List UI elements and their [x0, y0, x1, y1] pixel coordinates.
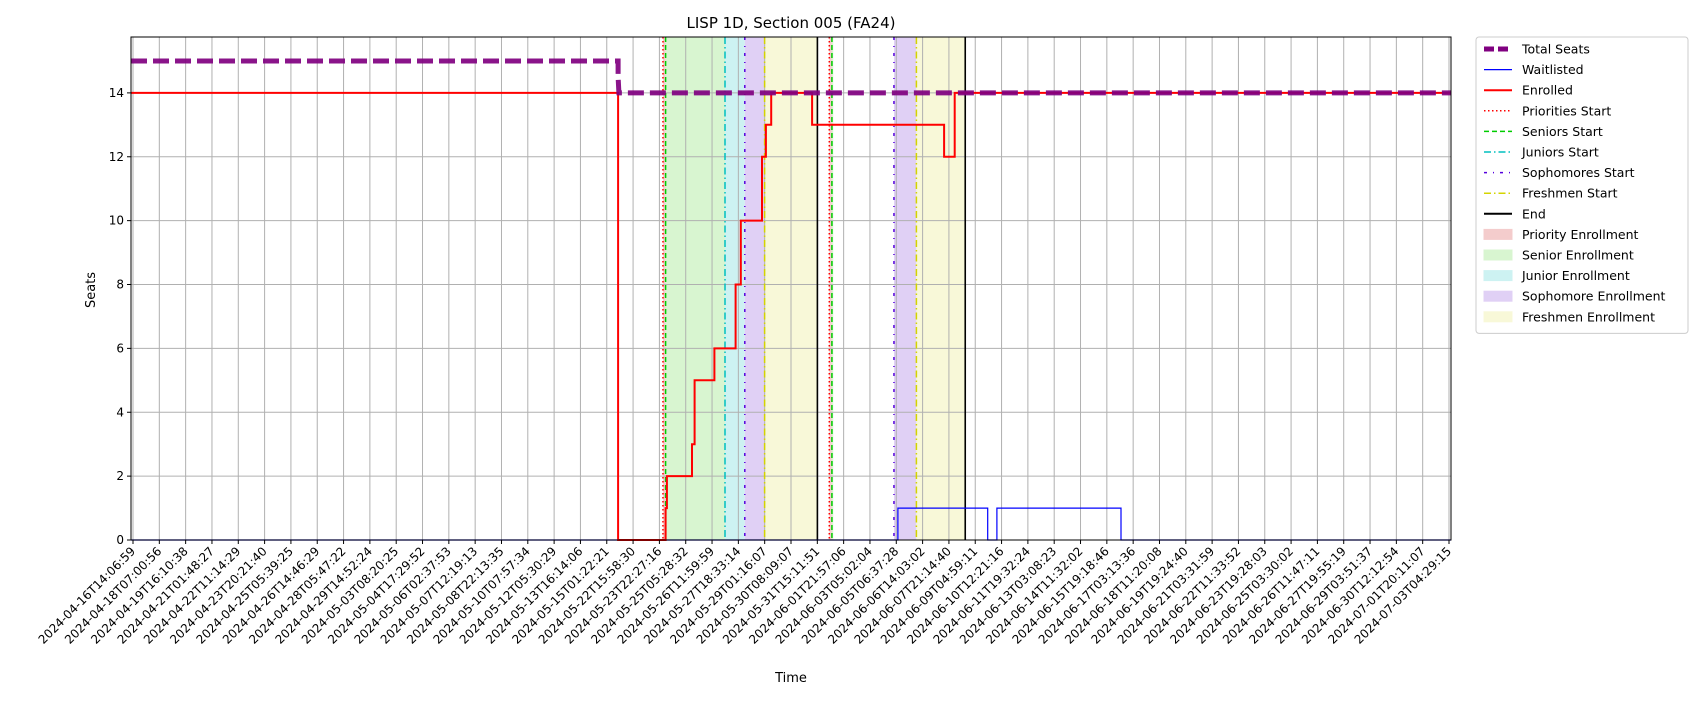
legend-label-senior-enrollment: Senior Enrollment — [1522, 248, 1634, 263]
legend-swatch-senior-enrollment — [1483, 249, 1513, 261]
legend-label-seniors-start: Seniors Start — [1522, 124, 1603, 139]
legend-swatch-freshmen-enrollment — [1483, 311, 1513, 323]
chart-title: LISP 1D, Section 005 (FA24) — [687, 14, 896, 32]
legend-label-waitlisted: Waitlisted — [1522, 62, 1584, 77]
legend-label-priorities-start: Priorities Start — [1522, 103, 1611, 118]
region-sophomore-enrollment — [893, 37, 917, 540]
series-total-seats — [131, 58, 1451, 96]
y-tick-label: 10 — [109, 214, 124, 228]
axes: 024681012142024-04-16T14:06:592024-04-18… — [36, 36, 1454, 647]
shaded-regions — [662, 37, 966, 540]
region-priority-enrollment — [662, 37, 666, 540]
y-tick-label: 2 — [116, 469, 124, 483]
x-axis-label: Time — [774, 671, 807, 686]
legend-label-priority-enrollment: Priority Enrollment — [1522, 227, 1639, 242]
grid — [131, 37, 1451, 541]
phase-lines — [662, 37, 967, 540]
legend-label-total-seats: Total Seats — [1521, 42, 1590, 57]
legend-label-end: End — [1522, 206, 1546, 221]
y-tick-label: 0 — [116, 533, 124, 547]
legend-label-enrolled: Enrolled — [1522, 83, 1573, 98]
region-freshmen-enrollment — [916, 37, 966, 540]
region-sophomore-enrollment — [744, 37, 765, 540]
legend-label-freshmen-enrollment: Freshmen Enrollment — [1522, 309, 1655, 324]
region-priority-enrollment — [829, 37, 832, 540]
y-tick-label: 14 — [109, 86, 124, 100]
legend: Total Seats Waitlisted Enrolled Priorities … — [1475, 36, 1689, 334]
legend-label-sophomores-start: Sophomores Start — [1522, 165, 1635, 180]
legend-label-junior-enrollment: Junior Enrollment — [1521, 268, 1630, 283]
region-senior-enrollment — [665, 37, 725, 540]
y-tick-label: 8 — [116, 278, 124, 292]
series-enrolled — [131, 91, 1451, 541]
legend-label-sophomore-enrollment: Sophomore Enrollment — [1522, 289, 1666, 304]
legend-swatch-sophomore-enrollment — [1483, 290, 1513, 302]
legend-label-juniors-start: Juniors Start — [1521, 145, 1599, 160]
legend-label-freshmen-start: Freshmen Start — [1522, 186, 1618, 201]
legend-swatch-priority-enrollment — [1483, 228, 1513, 240]
legend-box — [1475, 36, 1689, 334]
y-tick-label: 6 — [116, 341, 124, 355]
legend-swatch-junior-enrollment — [1483, 270, 1513, 282]
y-axis-label: Seats — [84, 272, 99, 308]
y-tick-label: 12 — [109, 150, 124, 164]
y-tick-label: 4 — [116, 405, 124, 419]
